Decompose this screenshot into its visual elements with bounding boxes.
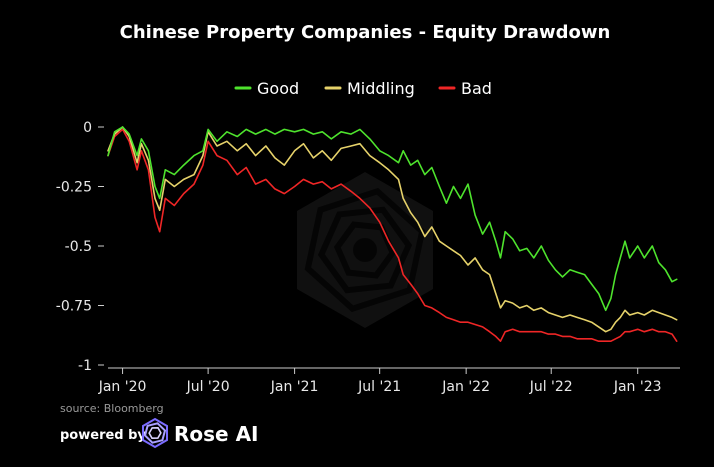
brand-name: Rose AI bbox=[174, 422, 259, 446]
rose-ai-logo-icon bbox=[142, 417, 168, 449]
series-lines bbox=[107, 126, 678, 342]
y-tick-label: -0.75 bbox=[56, 299, 92, 315]
legend-label: Middling bbox=[347, 79, 415, 98]
x-tick-label: Jan '20 bbox=[98, 379, 147, 395]
watermark-logo-icon bbox=[297, 172, 433, 328]
x-tick-label: Jan '22 bbox=[441, 379, 490, 395]
x-tick-label: Jan '21 bbox=[270, 379, 319, 395]
x-tick-label: Jul '20 bbox=[186, 379, 230, 395]
legend-item: Bad bbox=[438, 79, 492, 98]
series-line-good bbox=[107, 126, 678, 312]
chart-title: Chinese Property Companies - Equity Draw… bbox=[120, 22, 611, 43]
x-tick-label: Jan '23 bbox=[613, 379, 662, 395]
y-tick-label: 0 bbox=[83, 120, 92, 136]
series-line-middling bbox=[107, 126, 678, 333]
y-tick-label: -1 bbox=[78, 358, 92, 374]
source-note: source: Bloomberg bbox=[60, 402, 164, 415]
y-axis: 0 -0.25 -0.5 -0.75 -1 bbox=[56, 120, 104, 374]
y-tick-label: -0.5 bbox=[65, 239, 92, 255]
x-tick-label: Jul '21 bbox=[357, 379, 401, 395]
chart-legend: Good Middling Bad bbox=[234, 79, 492, 98]
legend-label: Good bbox=[257, 79, 299, 98]
y-tick-label: -0.25 bbox=[56, 180, 92, 196]
legend-item: Middling bbox=[324, 79, 415, 98]
series-line-bad bbox=[107, 128, 678, 342]
powered-by-label: powered by bbox=[60, 428, 146, 443]
legend-label: Bad bbox=[461, 79, 492, 98]
x-axis: Jan '20 Jul '20 Jan '21 Jul '21 Jan '22 Jul '… bbox=[98, 367, 680, 395]
x-tick-label: Jul '22 bbox=[529, 379, 573, 395]
legend-item: Good bbox=[234, 79, 299, 98]
